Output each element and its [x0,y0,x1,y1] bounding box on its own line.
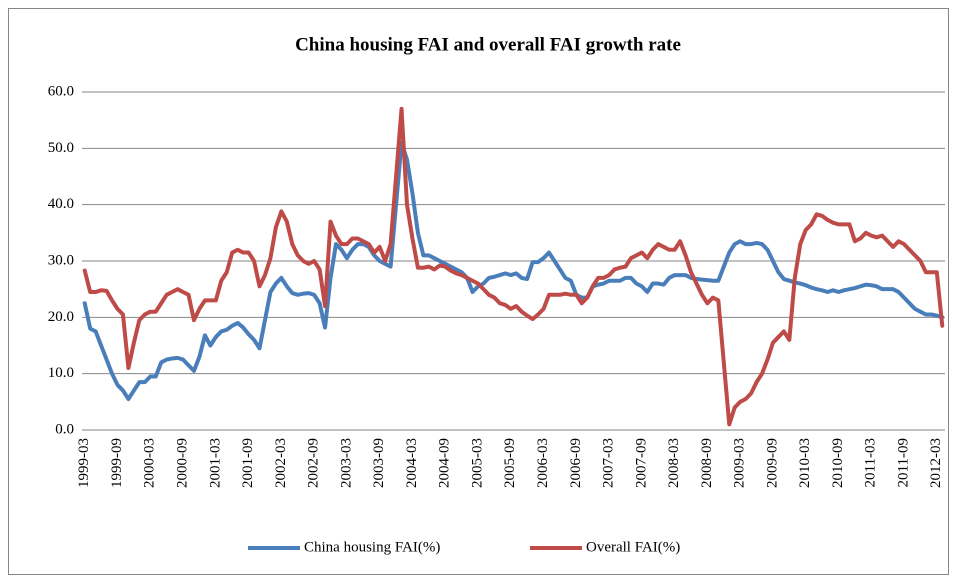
x-tick-label: 2003-09 [371,438,387,488]
x-tick-label: 2004-03 [404,438,420,488]
legend-label: China housing FAI(%) [304,539,440,555]
x-tick-label: 2001-03 [207,438,223,488]
x-tick-label: 2010-09 [830,438,846,488]
y-tick-label: 50.0 [48,140,74,156]
x-tick-label: 2000-03 [142,438,158,488]
y-tick-label: 20.0 [48,309,74,325]
x-tick-label: 2011-03 [863,438,879,487]
x-tick-label: 2002-09 [306,438,322,488]
y-tick-label: 60.0 [48,83,74,99]
x-tick-label: 2007-03 [601,438,617,488]
series-line [82,140,945,402]
x-tick-label: 2004-09 [437,438,453,488]
x-tick-label: 2002-03 [273,438,289,488]
x-tick-label: 2006-09 [568,438,584,488]
x-tick-label: 2005-09 [502,438,518,488]
x-tick-label: 2012-03 [928,438,944,488]
x-tick-label: 2007-09 [633,438,649,488]
series-line [82,106,945,427]
legend-label: Overall FAI(%) [586,539,680,555]
x-tick-label: 2011-09 [895,438,911,487]
y-tick-label: 40.0 [48,196,74,212]
chart-border [8,8,949,575]
y-tick-label: 30.0 [48,252,74,268]
x-tick-label: 1999-03 [76,438,92,488]
x-tick-label: 2009-03 [732,438,748,488]
x-tick-label: 2001-09 [240,438,256,488]
x-tick-label: 2009-09 [764,438,780,488]
x-tick-label: 2006-03 [535,438,551,488]
x-tick-label: 2000-09 [174,438,190,488]
x-tick-label: 1999-09 [109,438,125,488]
x-tick-label: 2008-03 [666,438,682,488]
x-tick-label: 2010-03 [797,438,813,488]
y-tick-label: 0.0 [55,421,74,437]
x-tick-label: 2008-09 [699,438,715,488]
x-tick-label: 2005-03 [469,438,485,488]
chart-title: China housing FAI and overall FAI growth… [295,34,681,55]
y-tick-label: 10.0 [48,365,74,381]
x-tick-label: 2003-03 [338,438,354,488]
